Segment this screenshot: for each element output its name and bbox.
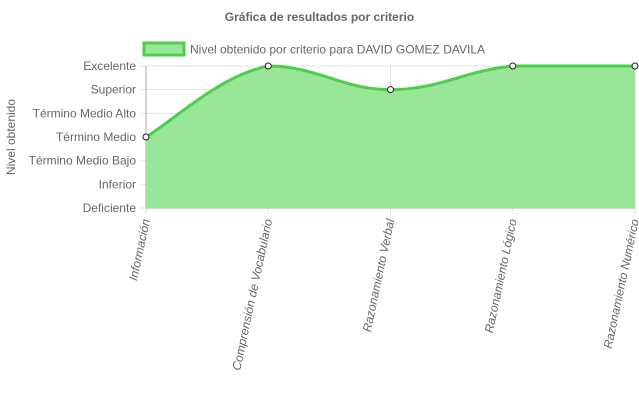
data-point[interactable] — [264, 62, 272, 70]
y-tick-label: Excelente — [83, 59, 136, 73]
x-tick-labels: Información Comprensión de Vocabulario Raz… — [126, 217, 639, 371]
data-point[interactable] — [142, 133, 150, 141]
data-point[interactable] — [509, 62, 517, 70]
y-axis-title: Nivel obtenido — [4, 99, 18, 175]
x-tick-label: Razonamiento Lógico — [482, 217, 520, 334]
data-point[interactable] — [387, 86, 394, 94]
y-tick-labels: Deficiente Inferior Término Medio Bajo Térm… — [29, 59, 137, 215]
y-tick-label: Deficiente — [83, 201, 137, 215]
series-area-fill — [146, 66, 635, 208]
y-tick-label: Superior — [91, 83, 136, 97]
legend-label: Nivel obtenido por criterio para DAVID G… — [190, 43, 485, 57]
chart-title: Gráfica de resultados por criterio — [225, 10, 414, 24]
y-tick-label: Término Medio Alto — [33, 106, 137, 120]
data-points — [142, 62, 639, 141]
y-tick-label: Inferior — [99, 177, 136, 191]
x-tick-label: Información — [126, 217, 153, 282]
data-point[interactable] — [631, 62, 639, 70]
x-tick-label: Razonamiento Verbal — [360, 217, 398, 333]
x-tick-label: Comprensión de Vocabulario — [229, 217, 275, 371]
x-tick-label: Razonamiento Numérico — [601, 217, 639, 349]
legend[interactable]: Nivel obtenido por criterio para DAVID G… — [142, 41, 485, 57]
y-tick-label: Término Medio Bajo — [29, 154, 137, 168]
legend-swatch — [142, 41, 186, 57]
y-tick-label: Término Medio — [56, 130, 136, 144]
